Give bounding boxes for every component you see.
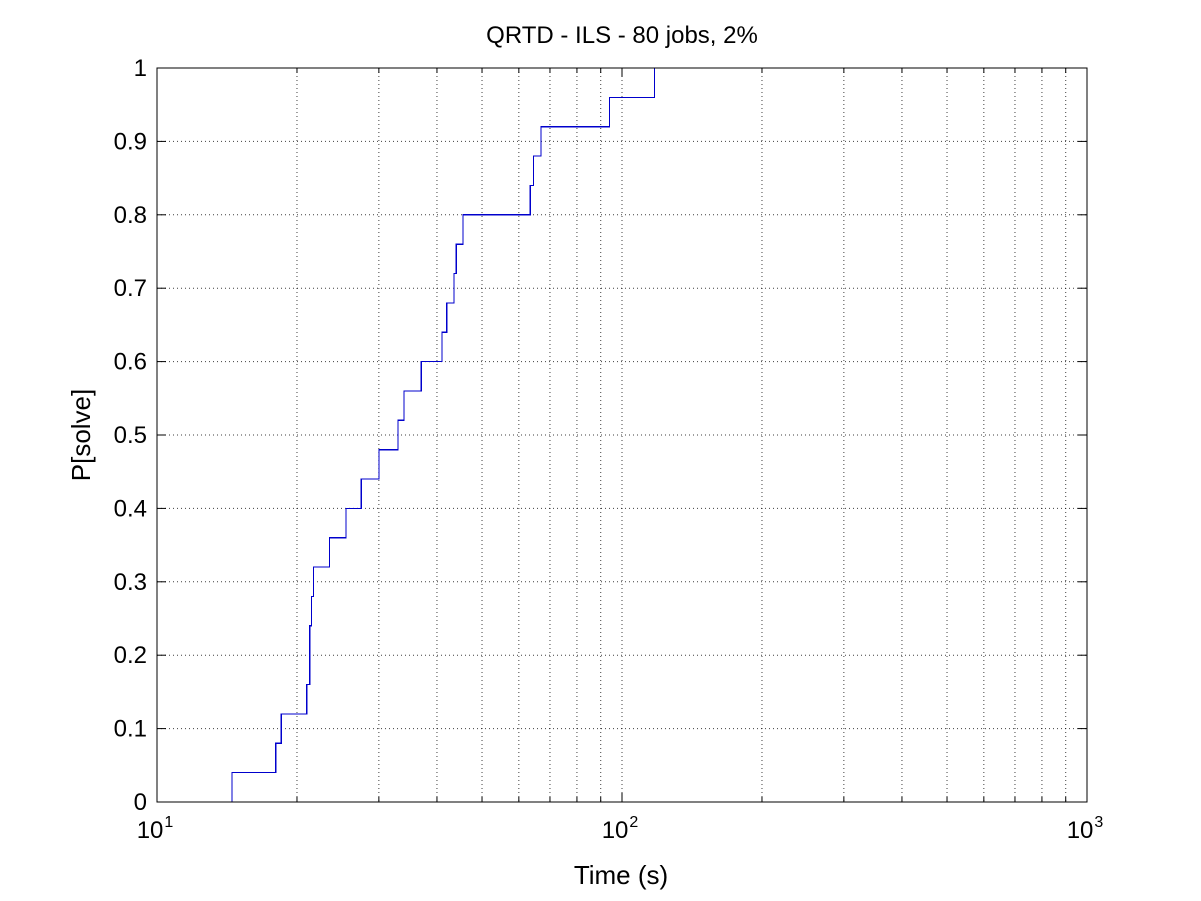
x-tick-label: 103 — [1067, 814, 1104, 844]
series — [231, 68, 656, 802]
y-tick-label: 1 — [134, 55, 147, 82]
y-tick-label: 0.6 — [114, 349, 147, 376]
grid — [157, 68, 1087, 802]
axes-frame — [156, 67, 1088, 803]
series-step-line — [231, 68, 656, 802]
y-tick-label: 0 — [134, 789, 147, 816]
ticks — [156, 67, 1088, 803]
y-tick-label: 0.2 — [114, 642, 147, 669]
y-axis-label: P[solve] — [66, 389, 96, 482]
y-tick-label: 0.5 — [114, 422, 147, 449]
y-tick-label: 0.4 — [114, 495, 147, 522]
tick-labels: 0 0.1 0.2 0.3 0.4 0.5 0.6 0.7 0.8 0.9 1 101 102 103 — [114, 55, 1104, 844]
chart-title: QRTD - ILS - 80 jobs, 2% — [486, 22, 758, 49]
x-axis-label: Time (s) — [574, 860, 668, 890]
x-tick-label: 101 — [137, 814, 174, 844]
y-tick-label: 0.7 — [114, 275, 147, 302]
y-tick-label: 0.8 — [114, 202, 147, 229]
y-tick-label: 0.1 — [114, 716, 147, 743]
y-tick-label: 0.3 — [114, 569, 147, 596]
x-tick-label: 102 — [602, 814, 639, 844]
y-tick-label: 0.9 — [114, 128, 147, 155]
